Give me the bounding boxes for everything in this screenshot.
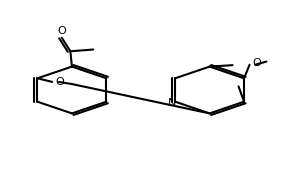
Text: O: O [58, 26, 66, 36]
Text: O: O [253, 58, 261, 68]
Text: O: O [56, 76, 65, 87]
Text: N: N [168, 98, 176, 108]
